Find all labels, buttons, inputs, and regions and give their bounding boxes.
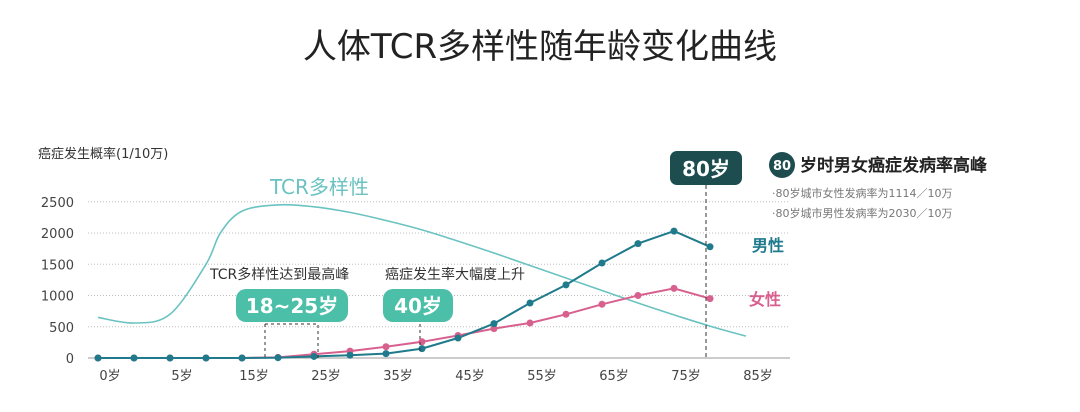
y-axis-label: 癌症发生概率(1/10万) [38, 146, 168, 162]
female-series-label: 女性 [749, 290, 781, 309]
male-point [94, 354, 102, 362]
y-tick-label: 1000 [41, 290, 74, 305]
male-point [238, 354, 246, 362]
x-tick-label: 45岁 [455, 369, 485, 384]
x-tick-label: 35岁 [383, 369, 413, 384]
female-point [490, 325, 498, 333]
y-ticks: 0 500 1000 1500 2000 2500 [41, 196, 74, 367]
male-point [202, 354, 210, 362]
y-tick-label: 0 [66, 352, 74, 367]
chart-title: 人体TCR多样性随年龄变化曲线 [303, 27, 777, 67]
peak-badge-text: 80岁 [682, 157, 730, 181]
peak-circle [769, 152, 795, 178]
tcr-series-label: TCR多样性 [269, 175, 369, 199]
male-point [490, 320, 498, 328]
x-tick-label: 25岁 [311, 369, 341, 384]
male-line [98, 230, 711, 359]
peak-note-male: ·80岁城市男性发病率为2030／10万 [772, 206, 952, 220]
tcr-peak-bracket [264, 323, 319, 358]
tcr-diversity-line [97, 203, 747, 337]
peak-badge [670, 151, 742, 185]
x-tick-label: 85岁 [743, 369, 773, 384]
male-point [670, 227, 678, 235]
y-tick-label: 1500 [41, 258, 74, 273]
female-point [526, 319, 534, 327]
female-point [382, 343, 390, 351]
y-tick-label: 500 [49, 321, 74, 336]
male-point [598, 259, 606, 267]
male-point [130, 354, 138, 362]
x-tick-label: 75岁 [671, 369, 701, 384]
peak-title: 岁时男女癌症发病率高峰 [800, 155, 988, 176]
male-series-label: 男性 [752, 236, 784, 255]
female-point [598, 300, 606, 308]
y-tick-label: 2000 [41, 227, 74, 242]
male-point [706, 243, 714, 251]
male-point [634, 240, 642, 248]
cancer-rise-badge-text: 40岁 [394, 294, 442, 318]
female-point [670, 284, 678, 292]
male-point [346, 351, 354, 359]
tcr-peak-badge [236, 289, 348, 322]
x-tick-label: 15岁 [239, 369, 269, 384]
male-point [166, 354, 174, 362]
female-point [562, 310, 570, 318]
peak-circle-text: 80 [773, 159, 791, 174]
female-point [634, 292, 642, 299]
cancer-rise-badge [383, 289, 453, 322]
male-point [526, 299, 534, 307]
x-tick-label: 65岁 [599, 369, 629, 384]
x-tick-label: 55岁 [527, 369, 557, 384]
male-point [310, 352, 318, 360]
male-points [94, 227, 714, 362]
x-ticks: 0岁 5岁 15岁 25岁 35岁 45岁 55岁 65岁 75岁 85岁 [99, 369, 772, 384]
male-point [274, 354, 282, 362]
x-tick-label: 0岁 [99, 369, 120, 384]
peak-note-female: ·80岁城市女性发病率为1114／10万 [772, 186, 952, 200]
tcr-peak-annotation: TCR多样性达到最高峰 [209, 266, 349, 283]
tcr-peak-badge-text: 18~25岁 [246, 294, 338, 318]
male-point [454, 334, 462, 342]
y-tick-label: 2500 [41, 196, 74, 211]
male-point [382, 350, 390, 358]
female-point [706, 295, 714, 303]
x-tick-label: 5岁 [171, 369, 192, 384]
cancer-rise-annotation: 癌症发生率大幅度上升 [385, 266, 525, 283]
male-point [562, 281, 570, 289]
